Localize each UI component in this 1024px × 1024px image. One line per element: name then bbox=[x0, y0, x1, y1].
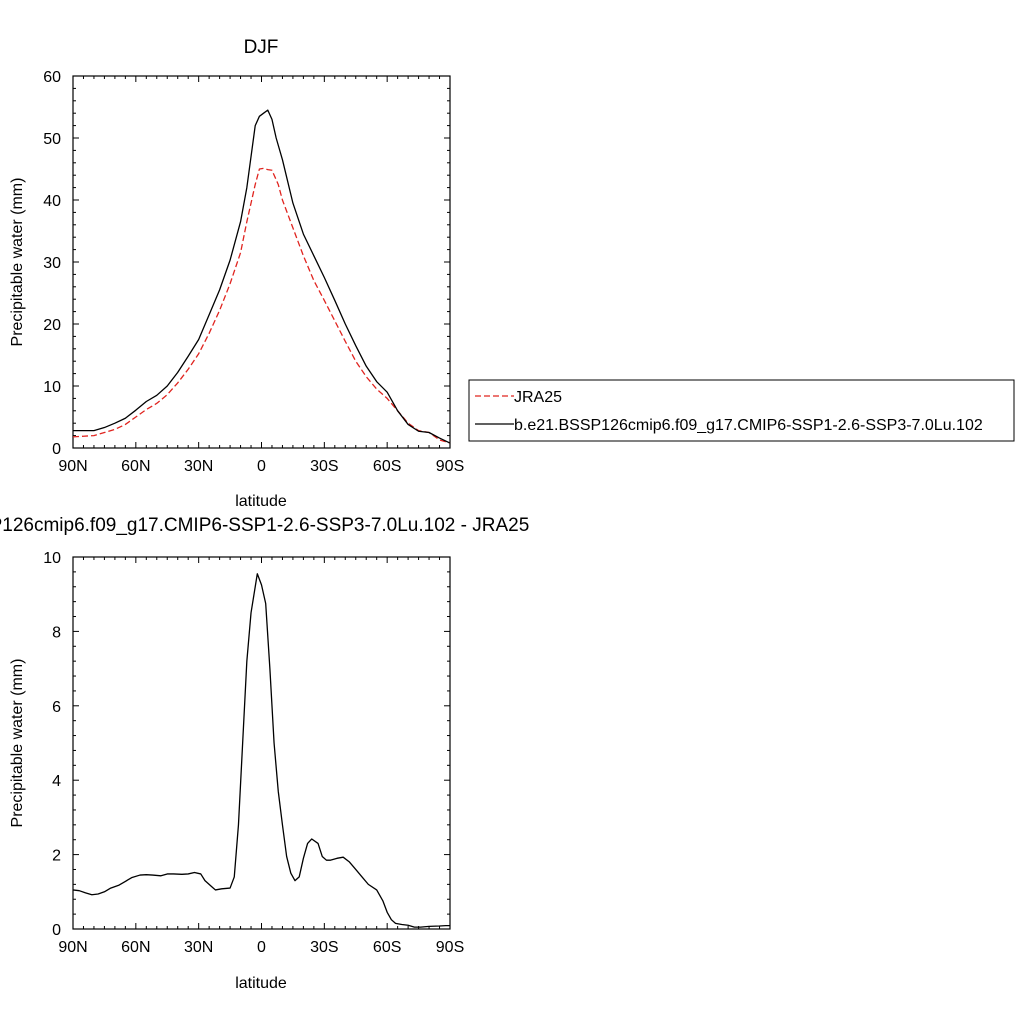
top-chart-x-tick-label: 30N bbox=[184, 458, 213, 475]
bottom-chart-y-tick-label: 6 bbox=[52, 699, 61, 716]
top-chart-xlabel: latitude bbox=[235, 493, 287, 510]
bottom-chart-x-tick-label: 0 bbox=[257, 939, 266, 956]
bottom-chart-plot-frame bbox=[72, 556, 451, 930]
top-chart-series-line-1 bbox=[73, 109, 451, 444]
top-chart-y-tick-label: 20 bbox=[43, 317, 61, 334]
top-chart-x-tick-label: 60S bbox=[373, 458, 401, 475]
top-chart-ylabel: Precipitable water (mm) bbox=[9, 178, 26, 347]
legend: JRA25 b.e21.BSSP126cmip6.f09_g17.CMIP6-S… bbox=[468, 379, 1015, 442]
bottom-chart-x-tick-label: 60S bbox=[373, 939, 401, 956]
legend-box bbox=[468, 379, 1015, 442]
bottom-chart-y-tick-label: 10 bbox=[43, 550, 61, 567]
top-chart-y-tick-label: 50 bbox=[43, 131, 61, 148]
bottom-chart-x-tick-label: 90S bbox=[436, 939, 464, 956]
top-chart-series-line-0 bbox=[72, 167, 451, 444]
bottom-chart-y-tick-label: 8 bbox=[52, 624, 61, 641]
top-chart-x-tick-label: 90S bbox=[436, 458, 464, 475]
legend-label-jra25: JRA25 bbox=[514, 389, 562, 406]
top-chart-y-tick-label: 30 bbox=[43, 255, 61, 272]
bottom-chart-y-tick-label: 4 bbox=[52, 773, 61, 790]
top-chart-x-tick-label: 30S bbox=[310, 458, 338, 475]
bottom-chart-x-tick-label: 60N bbox=[121, 939, 150, 956]
bottom-chart-x-tick-label: 30S bbox=[310, 939, 338, 956]
top-chart-y-tick-label: 0 bbox=[52, 441, 61, 458]
bottom-chart-x-tick-label: 90N bbox=[58, 939, 87, 956]
bottom-chart-y-tick-label: 2 bbox=[52, 848, 61, 865]
top-chart-x-tick-label: 90N bbox=[58, 458, 87, 475]
bottom-chart-y-tick-label: 0 bbox=[52, 922, 61, 939]
bottom-chart-ylabel: Precipitable water (mm) bbox=[9, 659, 26, 828]
top-chart-y-tick-label: 10 bbox=[43, 379, 61, 396]
top-chart-title: DJF bbox=[244, 37, 279, 58]
top-chart-plot-frame bbox=[72, 75, 451, 449]
top-chart: DJF Precipitable water (mm) latitude 90N… bbox=[9, 37, 464, 510]
top-chart-y-tick-label: 40 bbox=[43, 193, 61, 210]
bottom-chart: b.e21.BSSP126cmip6.f09_g17.CMIP6-SSP1-2.… bbox=[0, 515, 529, 992]
bottom-chart-xlabel: latitude bbox=[235, 975, 287, 992]
legend-label-model: b.e21.BSSP126cmip6.f09_g17.CMIP6-SSP1-2.… bbox=[514, 417, 983, 434]
top-chart-x-tick-label: 60N bbox=[121, 458, 150, 475]
bottom-chart-series-line-0 bbox=[72, 573, 450, 928]
top-chart-x-tick-label: 0 bbox=[257, 458, 266, 475]
top-chart-y-tick-label: 60 bbox=[43, 69, 61, 86]
bottom-chart-x-tick-label: 30N bbox=[184, 939, 213, 956]
bottom-chart-title: b.e21.BSSP126cmip6.f09_g17.CMIP6-SSP1-2.… bbox=[0, 515, 529, 536]
